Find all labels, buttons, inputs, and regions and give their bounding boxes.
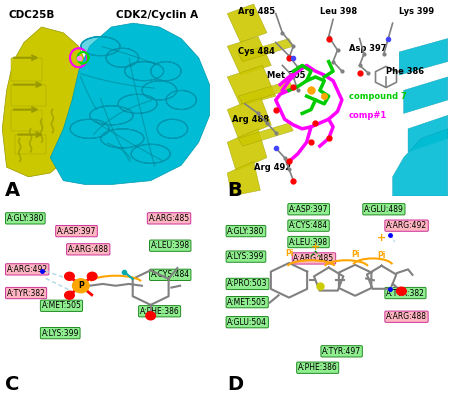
Text: A: A (4, 181, 20, 200)
Text: +: + (311, 242, 320, 253)
Text: D: D (227, 375, 243, 394)
Text: CDC25B: CDC25B (9, 10, 55, 20)
Polygon shape (408, 115, 448, 152)
Text: A:ARG:485: A:ARG:485 (148, 214, 189, 223)
Polygon shape (50, 23, 210, 185)
Polygon shape (227, 96, 271, 138)
Text: A:TYR:382: A:TYR:382 (386, 289, 425, 297)
Text: Asp 397: Asp 397 (348, 44, 386, 53)
Text: compound 7: compound 7 (348, 91, 406, 101)
Polygon shape (106, 48, 139, 67)
Polygon shape (166, 90, 197, 110)
Text: A:ARG:492: A:ARG:492 (7, 265, 48, 274)
Text: A:CYS:484: A:CYS:484 (151, 270, 190, 279)
Text: C: C (4, 375, 19, 394)
Text: Arg 488: Arg 488 (232, 115, 269, 124)
Text: Arg 485: Arg 485 (238, 7, 275, 16)
Circle shape (396, 287, 406, 295)
Polygon shape (227, 36, 271, 75)
Circle shape (65, 291, 74, 299)
Polygon shape (131, 144, 170, 164)
Text: A:ARG:488: A:ARG:488 (68, 245, 109, 254)
Polygon shape (90, 106, 133, 125)
Text: Pi: Pi (351, 250, 360, 259)
Polygon shape (227, 129, 267, 171)
Polygon shape (142, 81, 177, 100)
Text: Cys 484: Cys 484 (238, 48, 275, 57)
Text: A:CYS:484: A:CYS:484 (289, 221, 328, 230)
Polygon shape (227, 65, 276, 106)
Text: A:MET:505: A:MET:505 (227, 298, 267, 307)
Polygon shape (2, 27, 94, 177)
Polygon shape (157, 119, 188, 138)
Text: Pi: Pi (378, 251, 386, 260)
Text: Leu 398: Leu 398 (320, 7, 357, 16)
Circle shape (72, 279, 89, 293)
Text: A:GLY:380: A:GLY:380 (227, 227, 265, 236)
Text: A:LEU:398: A:LEU:398 (289, 238, 328, 247)
Text: A:GLU:489: A:GLU:489 (364, 205, 404, 214)
Text: Met 505: Met 505 (267, 70, 306, 80)
Text: A:TYR:497: A:TYR:497 (322, 347, 361, 356)
Circle shape (65, 272, 74, 280)
Text: +: + (377, 233, 386, 244)
Text: Arg 492: Arg 492 (254, 163, 291, 172)
Text: B: B (227, 181, 242, 200)
Polygon shape (227, 4, 267, 42)
Text: Lys 399: Lys 399 (399, 7, 434, 16)
Text: A:TYR:382: A:TYR:382 (7, 289, 45, 297)
Polygon shape (125, 62, 164, 81)
Circle shape (87, 272, 97, 280)
Text: Phe 386: Phe 386 (386, 67, 424, 76)
Polygon shape (100, 129, 144, 148)
Text: A:MET:505: A:MET:505 (41, 301, 81, 310)
Text: A:ARG:492: A:ARG:492 (386, 221, 427, 230)
Polygon shape (238, 81, 293, 104)
Polygon shape (238, 38, 293, 61)
Text: comp#1: comp#1 (348, 111, 387, 120)
Text: CDK2/Cyclin A: CDK2/Cyclin A (116, 10, 198, 20)
Text: A:PHE:386: A:PHE:386 (140, 307, 180, 316)
Polygon shape (399, 38, 448, 75)
Polygon shape (404, 77, 448, 113)
Text: A:GLY:380: A:GLY:380 (7, 214, 44, 223)
Circle shape (146, 312, 155, 320)
Text: Pi: Pi (285, 249, 293, 257)
Polygon shape (151, 62, 181, 81)
Text: A:LEU:398: A:LEU:398 (151, 241, 190, 250)
Polygon shape (70, 119, 109, 138)
Polygon shape (238, 123, 293, 146)
Text: A:LYS:399: A:LYS:399 (41, 329, 79, 338)
Text: A:PHE:386: A:PHE:386 (298, 363, 338, 372)
Text: A:LYS:399: A:LYS:399 (227, 252, 265, 261)
Text: A:PRO:503: A:PRO:503 (227, 280, 268, 288)
Polygon shape (227, 162, 260, 196)
Text: A:ARG:488: A:ARG:488 (386, 312, 427, 321)
Text: A:GLU:504: A:GLU:504 (227, 318, 267, 327)
Text: P: P (78, 281, 84, 290)
Text: A:ASP:397: A:ASP:397 (289, 205, 328, 214)
Text: A:ASP:397: A:ASP:397 (57, 227, 96, 236)
Polygon shape (81, 36, 120, 56)
Polygon shape (118, 94, 157, 113)
Polygon shape (392, 129, 448, 196)
Text: A:ARG:485: A:ARG:485 (293, 254, 334, 263)
